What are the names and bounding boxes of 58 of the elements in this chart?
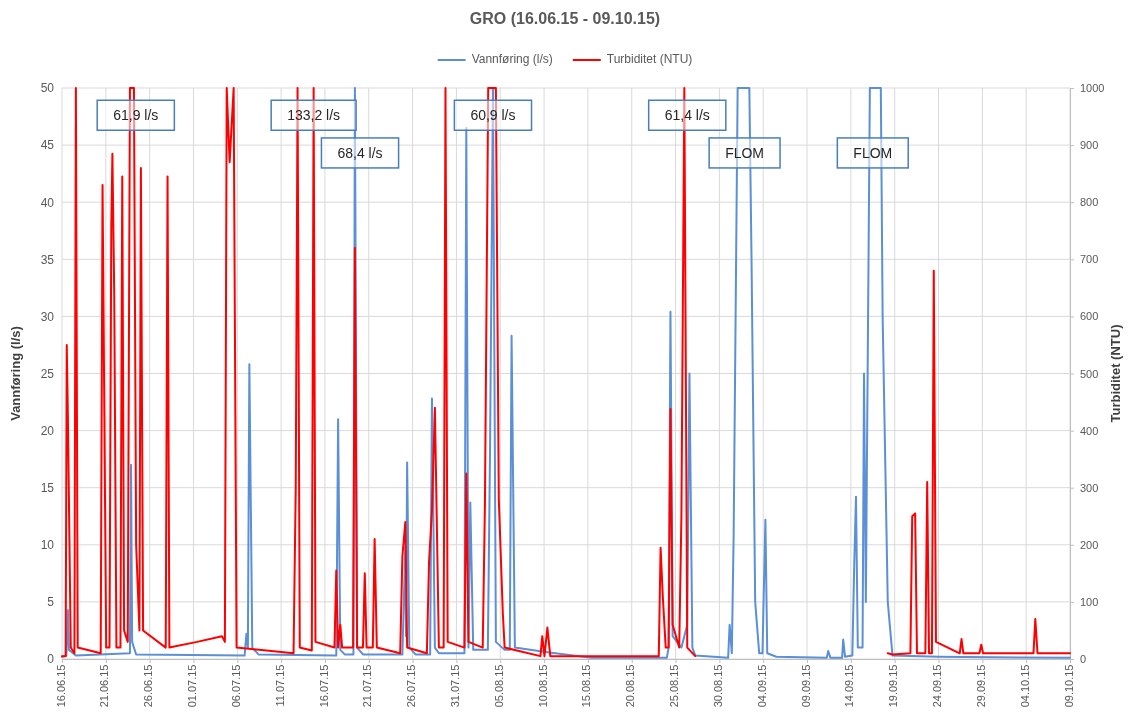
y-tick-label: 35 <box>40 252 55 267</box>
y2-tick-label: 700 <box>1080 253 1099 266</box>
y-tick-label: 0 <box>47 652 55 667</box>
x-tick-label: 29.09.15 <box>974 664 987 708</box>
y2-tick-label: 900 <box>1080 139 1099 152</box>
x-tick-label: 10.08.15 <box>536 664 549 708</box>
y2-tick-label: 500 <box>1080 367 1099 380</box>
x-tick-label: 21.07.15 <box>361 664 374 708</box>
chart-title: GRO (16.06.15 - 09.10.15) <box>469 10 661 27</box>
annotation: 60,9 l/s <box>470 107 516 124</box>
y-tick-label: 10 <box>40 538 55 553</box>
x-tick-label: 25.08.15 <box>668 664 681 708</box>
y2-tick-label: 0 <box>1080 653 1087 666</box>
x-tick-label: 06.07.15 <box>229 664 242 708</box>
x-tick-label: 31.07.15 <box>448 664 461 708</box>
x-tick-label: 30.08.15 <box>711 664 724 708</box>
y2-tick-label: 400 <box>1080 424 1099 437</box>
annotation: FLOM <box>725 144 765 161</box>
x-tick-label: 09.09.15 <box>799 664 812 708</box>
x-tick-label: 01.07.15 <box>186 664 199 708</box>
y-tick-label: 45 <box>40 138 55 153</box>
x-tick-label: 16.07.15 <box>317 664 330 708</box>
y2-tick-label: 1000 <box>1080 82 1105 95</box>
legend-label: Turbiditet (NTU) <box>606 52 693 67</box>
annotation: 61,4 l/s <box>664 107 710 124</box>
x-tick-label: 04.10.15 <box>1018 664 1031 708</box>
x-tick-label: 26.07.15 <box>405 664 418 708</box>
y-tick-label: 5 <box>47 595 55 610</box>
y-tick-label: 40 <box>40 195 55 210</box>
y2-tick-label: 100 <box>1080 595 1099 608</box>
y2-tick-label: 600 <box>1080 310 1099 323</box>
x-tick-label: 16.06.15 <box>54 664 67 708</box>
x-tick-label: 14.09.15 <box>843 664 856 708</box>
y2-tick-label: 800 <box>1080 196 1099 209</box>
x-tick-label: 20.08.15 <box>624 664 637 708</box>
y2-tick-label: 200 <box>1080 538 1099 551</box>
x-tick-label: 19.09.15 <box>887 664 900 708</box>
x-tick-label: 11.07.15 <box>273 664 286 707</box>
y-tick-label: 30 <box>40 309 55 324</box>
x-tick-label: 24.09.15 <box>931 664 944 708</box>
x-tick-label: 09.10.15 <box>1062 664 1075 708</box>
annotation: FLOM <box>853 144 893 161</box>
y-tick-label: 15 <box>40 481 55 496</box>
y-tick-label: 25 <box>40 366 55 381</box>
y-tick-label: 50 <box>40 81 55 96</box>
x-tick-label: 04.09.15 <box>755 664 768 708</box>
x-tick-label: 26.06.15 <box>142 664 155 708</box>
annotation: 133,2 l/s <box>287 107 341 124</box>
annotation: 61,9 l/s <box>113 107 159 124</box>
y2-axis-title: Turbiditet (NTU) <box>1108 324 1123 423</box>
annotation: 68,4 l/s <box>337 144 383 161</box>
legend-label: Vannføring (l/s) <box>471 52 553 67</box>
x-tick-label: 21.06.15 <box>98 664 111 708</box>
x-tick-label: 05.08.15 <box>492 664 505 708</box>
y-tick-label: 20 <box>40 423 55 438</box>
y-axis-title: Vannføring (l/s) <box>8 326 23 421</box>
y2-tick-label: 300 <box>1080 481 1099 494</box>
x-tick-label: 15.08.15 <box>580 664 593 708</box>
